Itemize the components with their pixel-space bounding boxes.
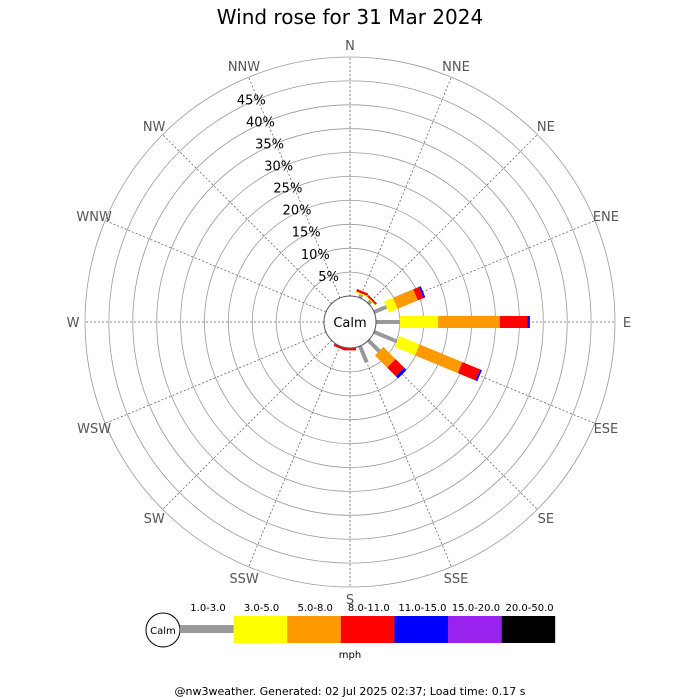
legend-swatch bbox=[448, 616, 502, 643]
direction-label-ssw: SSW bbox=[229, 572, 259, 587]
bar-segment bbox=[355, 291, 368, 298]
bar-segment bbox=[399, 316, 439, 328]
direction-label-ne: NE bbox=[537, 120, 555, 135]
bar-segment bbox=[384, 297, 398, 313]
bar-segment bbox=[387, 359, 405, 377]
bar-ssw bbox=[333, 343, 346, 351]
percent-label: 20% bbox=[283, 204, 312, 219]
grid-ring bbox=[108, 80, 592, 564]
bar-segment bbox=[358, 345, 369, 364]
legend-calm-label: Calm bbox=[150, 626, 176, 637]
direction-label-e: E bbox=[623, 316, 631, 331]
bar-se bbox=[366, 338, 407, 379]
direction-label-w: W bbox=[67, 316, 80, 331]
direction-label-n: N bbox=[345, 39, 355, 54]
wind-bars bbox=[333, 286, 530, 382]
bar-segment bbox=[418, 286, 426, 299]
direction-label-nne: NNE bbox=[442, 60, 470, 75]
bar-segment bbox=[415, 344, 463, 374]
legend-label: 1.0-3.0 bbox=[190, 603, 225, 614]
direction-label-ese: ESE bbox=[594, 422, 619, 437]
bar-segment bbox=[344, 348, 356, 351]
direction-label-wsw: WSW bbox=[77, 422, 111, 437]
footer-text: @nw3weather. Generated: 02 Jul 2025 02:3… bbox=[175, 685, 526, 698]
bar-segment bbox=[367, 294, 378, 305]
percent-labels: 5% 10% 15% 20% 25% 30% 35% 40% 45% bbox=[237, 93, 339, 285]
bar-segment bbox=[475, 369, 482, 382]
bar-e bbox=[375, 316, 530, 328]
speed-legend: Calm 1.0-3.0 3.0-5.0 5.0-8.0 8.0-11.0 11.0-15… bbox=[145, 603, 556, 661]
bar-segment bbox=[373, 330, 398, 344]
bar-segment bbox=[333, 343, 346, 351]
bar-segment bbox=[366, 338, 381, 353]
bar-segment bbox=[392, 289, 418, 309]
bar-segment bbox=[356, 289, 369, 296]
percent-label: 5% bbox=[318, 270, 339, 285]
percent-label: 45% bbox=[237, 93, 266, 108]
direction-label-s: S bbox=[346, 593, 354, 608]
percent-label: 35% bbox=[255, 137, 284, 152]
percent-label: 25% bbox=[273, 182, 302, 197]
legend-label: 20.0-50.0 bbox=[506, 603, 554, 614]
calm-label: Calm bbox=[333, 316, 366, 331]
bar-ese bbox=[373, 330, 482, 382]
percent-label: 15% bbox=[292, 226, 321, 241]
bar-segment bbox=[438, 316, 500, 328]
percent-label: 40% bbox=[246, 115, 275, 130]
bar-segment bbox=[366, 296, 376, 306]
bar-segment bbox=[366, 299, 373, 306]
direction-label-sse: SSE bbox=[444, 572, 469, 587]
legend-label: 15.0-20.0 bbox=[452, 603, 500, 614]
direction-label-nnw: NNW bbox=[228, 60, 260, 75]
grid-ring bbox=[132, 104, 568, 540]
legend-swatch bbox=[233, 616, 288, 643]
legend-swatch bbox=[501, 616, 556, 643]
direction-label-ene: ENE bbox=[593, 210, 619, 225]
legend-swatch bbox=[394, 616, 448, 643]
direction-labels: N NNE NE ENE E ESE SE SSE S SSW SW WSW W WNW NW NNW bbox=[67, 39, 632, 608]
bar-segment bbox=[527, 316, 530, 328]
grid-ring bbox=[84, 56, 616, 588]
direction-label-sw: SW bbox=[144, 512, 165, 527]
percent-label: 30% bbox=[264, 159, 293, 174]
bar-ene bbox=[373, 286, 426, 314]
bar-s bbox=[344, 348, 356, 351]
bar-segment bbox=[374, 346, 396, 368]
bar-segment bbox=[373, 305, 388, 314]
legend-label: 8.0-11.0 bbox=[348, 603, 390, 614]
bar-segment bbox=[413, 286, 424, 301]
bar-segment bbox=[394, 335, 420, 356]
chart-title: Wind rose for 31 Mar 2024 bbox=[217, 5, 483, 29]
direction-label-se: SE bbox=[538, 512, 554, 527]
calm-circle bbox=[323, 295, 377, 349]
direction-label-nw: NW bbox=[143, 120, 166, 135]
percent-label: 10% bbox=[301, 248, 330, 263]
legend-label: 5.0-8.0 bbox=[297, 603, 332, 614]
bar-segment bbox=[457, 362, 481, 381]
bar-segment bbox=[375, 320, 400, 324]
legend-swatch bbox=[180, 625, 235, 633]
bar-sse bbox=[358, 345, 369, 364]
grid-ring bbox=[156, 128, 544, 516]
legend-label: 11.0-15.0 bbox=[398, 603, 446, 614]
legend-unit: mph bbox=[339, 650, 361, 661]
bar-ne bbox=[366, 294, 378, 306]
direction-label-wnw: WNW bbox=[76, 210, 112, 225]
legend-swatch bbox=[340, 616, 395, 643]
bar-segment bbox=[499, 316, 528, 328]
legend-swatch bbox=[287, 616, 341, 643]
legend-label: 3.0-5.0 bbox=[244, 603, 279, 614]
bar-segment bbox=[395, 367, 407, 379]
